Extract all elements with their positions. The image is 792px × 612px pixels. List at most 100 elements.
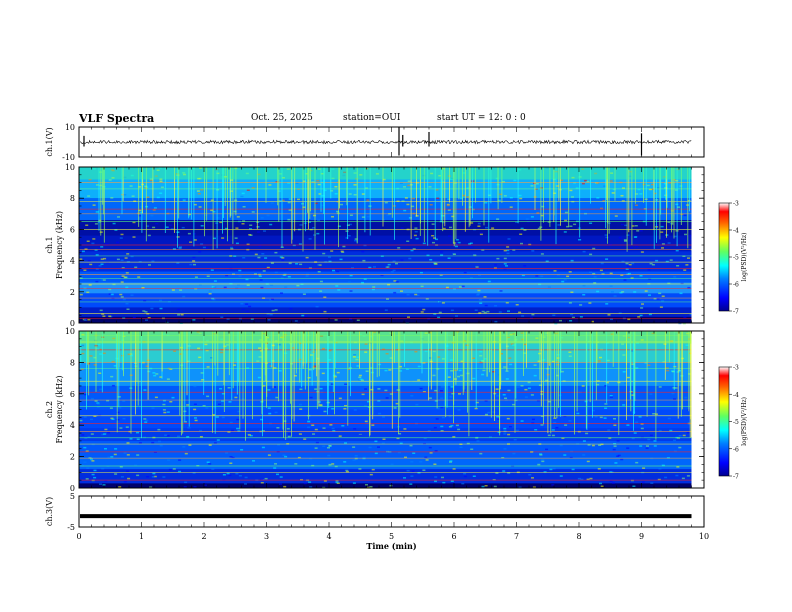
ch2-spectrogram-speckle	[260, 418, 263, 421]
ch2-spectrogram-speckle	[417, 472, 421, 474]
ch1-spectrogram-speckle	[584, 179, 587, 182]
x-tick-label: 0	[76, 532, 81, 541]
ch1-spectrogram-speckle	[455, 315, 458, 317]
ch2-spectrogram-speckle	[182, 446, 186, 448]
ch2-spectrogram-speckle	[640, 339, 644, 341]
ch2-spectrogram-speckle	[524, 396, 528, 398]
ch1-spectrogram-speckle	[570, 313, 574, 316]
ch1-spectrogram-speckle	[426, 254, 430, 257]
ch1-spectrogram-speckle	[547, 286, 551, 288]
ch2-spectrogram-speckle	[356, 365, 360, 367]
ch2-spectrogram-speckle	[303, 482, 307, 485]
ch1-spectrogram-speckle	[625, 262, 629, 265]
ch2-spectrogram-speckle	[101, 467, 105, 470]
ch2-spectrogram-speckle	[460, 374, 464, 377]
ch2-spectrogram-speckle	[99, 353, 103, 355]
ch1-spectrogram-speckle	[339, 258, 343, 261]
ch2-spectrogram-speckle	[479, 355, 483, 357]
ch1-spectrogram-speckle	[130, 174, 134, 177]
ch2-spectrogram-speckle	[288, 433, 291, 435]
ch2-spectrogram-speckle	[259, 339, 263, 341]
ch1-spectrogram-colorbar-tick-label: -7	[733, 309, 739, 316]
ch1-spectrogram-speckle	[476, 294, 480, 296]
ch2-spectrogram-speckle	[328, 445, 332, 447]
ch1-spectrogram-speckle	[602, 200, 606, 202]
ch1-spectrogram-speckle	[346, 224, 350, 226]
ch2-spectrogram-speckle	[260, 478, 264, 481]
ch2-spectrogram-speckle	[545, 332, 549, 334]
ch2-spectrogram-speckle	[107, 456, 111, 459]
ch1-spectrogram-speckle	[530, 185, 534, 187]
ch1-spectrogram-speckle	[518, 311, 522, 314]
ch1-spectrogram-speckle	[592, 272, 596, 275]
ch2-spectrogram-speckle	[172, 468, 176, 470]
ch1-spectrogram-speckle	[651, 264, 655, 266]
ch1-spectrogram-colorbar-label: log(PSD)(V²/Hz)	[741, 233, 748, 282]
ch1-spectrogram-speckle	[211, 286, 215, 288]
ch2-spectrogram-speckle	[336, 371, 340, 374]
ch1-spectrogram-speckle	[512, 249, 516, 251]
ch1-spectrogram-speckle	[494, 320, 498, 323]
ch1-spectrogram-speckle	[188, 213, 191, 216]
ch1-spectrogram-speckle	[111, 169, 115, 172]
ch1-spectrogram-speckle	[479, 302, 483, 304]
ch1-spectrogram-speckle	[240, 195, 244, 198]
ch2-spectrogram-speckle	[308, 481, 312, 483]
ch2-spectrogram-speckle	[475, 401, 479, 404]
ch1-spectrogram-speckle	[537, 227, 541, 230]
ch1-spectrogram-speckle	[204, 214, 208, 216]
ch1-spectrogram-speckle	[353, 172, 357, 174]
ch2-spectrogram-speckle	[143, 389, 147, 391]
ch1-spectrogram-speckle	[688, 234, 692, 237]
ch2-spectrogram-speckle	[459, 446, 463, 448]
ch1-spectrogram-speckle	[317, 219, 321, 221]
ch2-spectrogram-speckle	[441, 476, 444, 479]
ch1-spectrogram-speckle	[599, 269, 603, 272]
ch2-spectrogram-speckle	[193, 486, 197, 488]
ch2-spectrogram-speckle	[508, 357, 512, 359]
ch2-spectrogram-speckle	[229, 462, 233, 464]
ch1-spectrogram-speckle	[87, 260, 91, 262]
ch2-spectrogram-speckle	[81, 333, 85, 336]
ch2-spectrogram-speckle	[354, 455, 358, 457]
ch2-spectrogram-speckle	[298, 342, 302, 345]
ch1-spectrogram-speckle	[159, 307, 163, 310]
ch2-spectrogram-speckle	[542, 336, 546, 338]
ch1-spectrogram-speckle	[475, 265, 479, 268]
ch2-spectrogram-ytick-label: 2	[70, 453, 75, 462]
ch1-spectrogram-speckle	[191, 167, 195, 169]
ch1-spectrogram-speckle	[545, 167, 549, 170]
ch2-spectrogram-speckle	[630, 479, 634, 482]
ch1-spectrogram-speckle	[575, 187, 579, 189]
ch2-spectrogram-speckle	[84, 393, 88, 396]
ch1-spectrogram-speckle	[340, 250, 344, 253]
ch2-spectrogram-speckle	[198, 356, 202, 359]
ch1-spectrogram-speckle	[499, 290, 503, 292]
ch2-spectrogram-speckle	[221, 400, 225, 402]
ch1-spectrogram-speckle	[138, 215, 142, 217]
ch1-spectrogram-speckle	[581, 168, 585, 170]
ch1-spectrogram-speckle	[404, 197, 408, 199]
ch2-spectrogram-speckle	[93, 356, 97, 359]
ch2-spectrogram-speckle	[305, 479, 309, 482]
ch1-spectrogram-speckle	[92, 168, 96, 170]
ch2-spectrogram-speckle	[532, 486, 536, 488]
ch1-spectrogram-band	[79, 293, 692, 308]
ch1-spectrogram-speckle	[491, 227, 495, 229]
ch1-spectrogram-speckle	[205, 247, 209, 249]
ch2-spectrogram-speckle	[208, 463, 212, 465]
ch2-spectrogram-speckle	[111, 418, 115, 420]
ch1-spectrogram-speckle	[241, 192, 245, 195]
ch2-spectrogram-speckle	[120, 476, 124, 478]
ch2-spectrogram-speckle	[97, 343, 101, 346]
ch1-spectrogram-speckle	[629, 170, 633, 173]
ch2-spectrogram-speckle	[330, 383, 334, 385]
ch2-spectrogram-speckle	[95, 348, 99, 350]
ch1-spectrogram-speckle	[669, 259, 673, 261]
ch1-spectrogram-speckle	[451, 215, 455, 218]
ch1-spectrogram-speckle	[332, 269, 335, 272]
ch2-spectrogram-speckle	[136, 398, 140, 401]
ch2-spectrogram-speckle	[309, 396, 313, 399]
ch1-spectrogram-speckle	[193, 239, 197, 241]
ch2-spectrogram-speckle	[669, 340, 673, 343]
